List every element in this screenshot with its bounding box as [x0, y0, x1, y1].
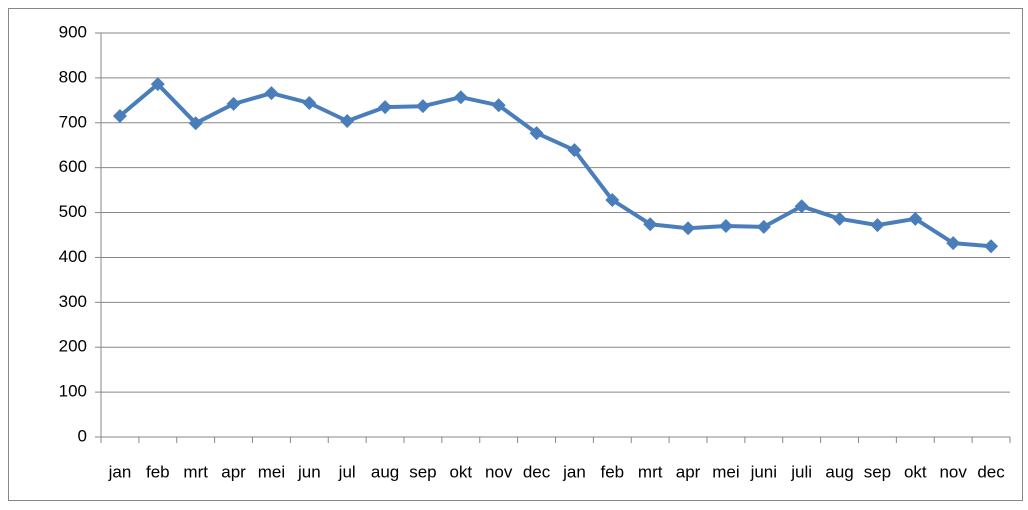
chart-border [8, 8, 1023, 501]
data-point [453, 90, 468, 105]
data-point [302, 96, 317, 111]
x-tick-label: okt [449, 462, 472, 481]
data-point [794, 199, 809, 214]
x-tick-label: jul [338, 462, 356, 481]
x-tick-label: jan [562, 462, 586, 481]
x-tick-label: mrt [638, 462, 663, 481]
data-point [529, 126, 544, 141]
data-point [643, 217, 658, 232]
y-tick-label: 500 [59, 202, 87, 221]
y-tick-label: 0 [78, 426, 87, 445]
x-tick-label: apr [221, 462, 246, 481]
data-point [264, 86, 279, 101]
data-point [870, 218, 885, 233]
data-point [605, 192, 620, 207]
data-point [415, 99, 430, 114]
data-point [681, 221, 696, 236]
x-tick-label: feb [146, 462, 170, 481]
x-tick-label: okt [904, 462, 927, 481]
y-tick-label: 200 [59, 337, 87, 356]
x-tick-label: sep [864, 462, 891, 481]
data-point [112, 109, 127, 124]
y-tick-label: 300 [59, 292, 87, 311]
x-tick-label: mrt [183, 462, 208, 481]
y-tick-label: 700 [59, 112, 87, 131]
x-tick-label: jan [108, 462, 132, 481]
data-point [150, 77, 165, 92]
x-tick-label: feb [600, 462, 624, 481]
y-tick-label: 900 [59, 22, 87, 41]
data-point [756, 219, 771, 234]
data-point [226, 96, 241, 111]
x-tick-label: sep [409, 462, 436, 481]
x-tick-label: nov [939, 462, 967, 481]
x-tick-label: aug [825, 462, 853, 481]
y-tick-label: 600 [59, 157, 87, 176]
y-tick-label: 800 [59, 67, 87, 86]
data-point [340, 113, 355, 128]
data-point [908, 211, 923, 226]
x-tick-label: dec [523, 462, 551, 481]
data-line [118, 82, 992, 249]
data-point [378, 100, 393, 115]
data-point [984, 239, 999, 254]
x-tick-label: mei [258, 462, 285, 481]
x-tick-label: dec [977, 462, 1005, 481]
x-tick-label: apr [676, 462, 701, 481]
y-tick-label: 400 [59, 247, 87, 266]
x-tick-label: aug [371, 462, 399, 481]
x-tick-label: juli [790, 462, 812, 481]
data-point [832, 211, 847, 226]
data-point [567, 143, 582, 158]
y-tick-label: 100 [59, 382, 87, 401]
data-point [491, 98, 506, 113]
x-tick-label: jun [297, 462, 321, 481]
x-tick-label: mei [712, 462, 739, 481]
data-point [718, 219, 733, 234]
data-point [188, 116, 203, 131]
data-point [946, 236, 961, 251]
x-tick-label: juni [750, 462, 777, 481]
x-tick-label: nov [485, 462, 513, 481]
